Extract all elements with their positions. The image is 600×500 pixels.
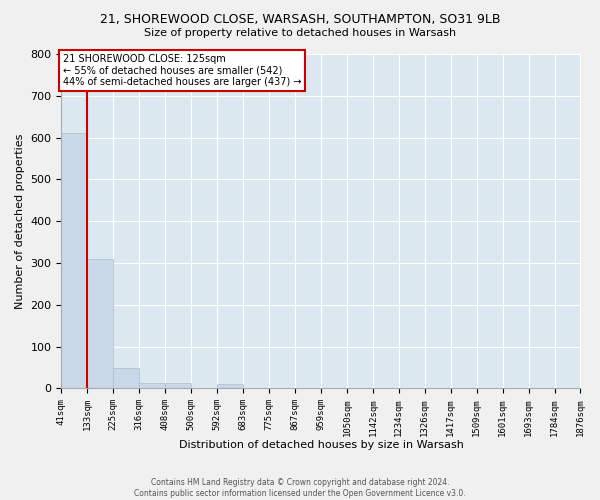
Text: 21 SHOREWOOD CLOSE: 125sqm
← 55% of detached houses are smaller (542)
44% of sem: 21 SHOREWOOD CLOSE: 125sqm ← 55% of deta… — [62, 54, 301, 88]
Bar — [139, 384, 165, 388]
Text: Contains HM Land Registry data © Crown copyright and database right 2024.
Contai: Contains HM Land Registry data © Crown c… — [134, 478, 466, 498]
Y-axis label: Number of detached properties: Number of detached properties — [15, 134, 25, 309]
Bar — [165, 384, 191, 388]
Bar — [113, 368, 139, 388]
Bar — [61, 134, 88, 388]
Text: 21, SHOREWOOD CLOSE, WARSASH, SOUTHAMPTON, SO31 9LB: 21, SHOREWOOD CLOSE, WARSASH, SOUTHAMPTO… — [100, 12, 500, 26]
Bar — [88, 259, 113, 388]
X-axis label: Distribution of detached houses by size in Warsash: Distribution of detached houses by size … — [179, 440, 463, 450]
Bar — [217, 384, 243, 388]
Text: Size of property relative to detached houses in Warsash: Size of property relative to detached ho… — [144, 28, 456, 38]
